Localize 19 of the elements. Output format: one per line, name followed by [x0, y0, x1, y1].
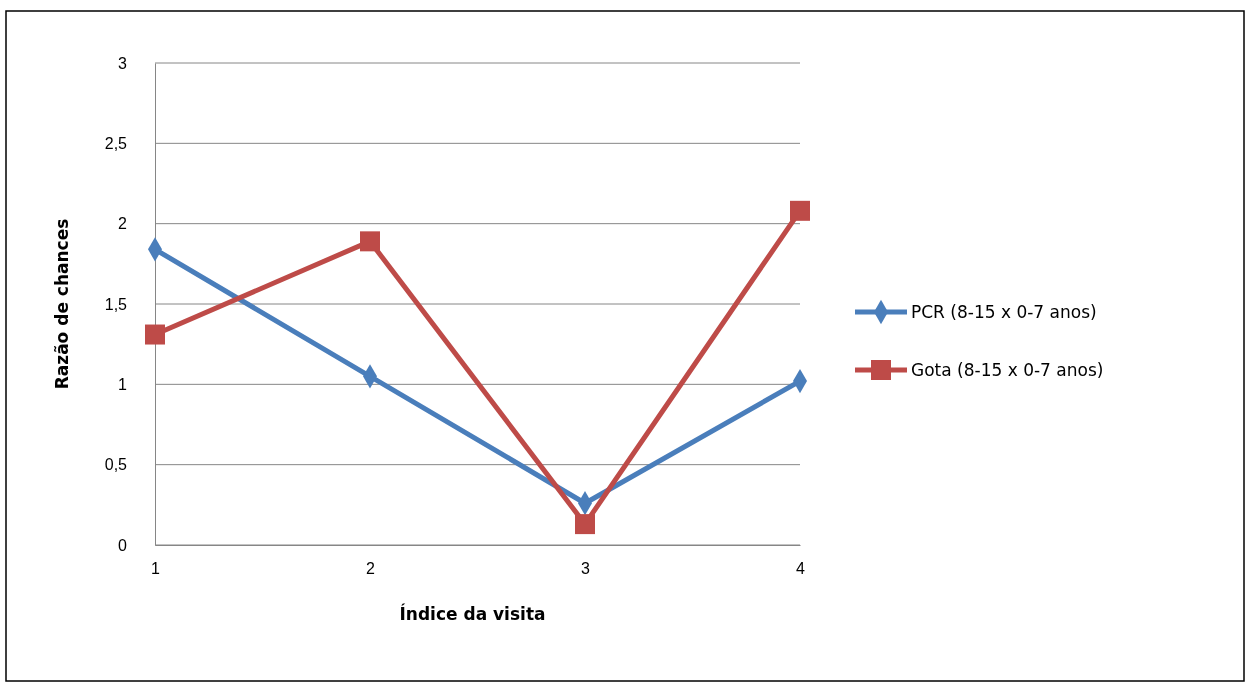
y-tick-label: 0,5 — [104, 456, 128, 474]
point — [145, 324, 165, 345]
y-tick-label: 2 — [118, 215, 128, 233]
point — [790, 200, 810, 221]
legend-label: PCR (8-15 x 0-7 anos) — [911, 302, 1097, 322]
x-axis-title: Índice da visita — [399, 603, 546, 624]
y-tick-label: 0 — [118, 536, 128, 554]
legend-label: Gota (8-15 x 0-7 anos) — [911, 360, 1104, 380]
y-tick-label: 3 — [118, 54, 128, 72]
y-tick-label: 1 — [118, 375, 128, 393]
x-tick-label: 2 — [366, 560, 376, 578]
x-tick-label: 3 — [581, 560, 591, 578]
point — [360, 231, 380, 252]
x-tick-label: 4 — [796, 560, 806, 578]
y-axis-title: Razão de chances — [52, 218, 72, 390]
point — [575, 514, 595, 535]
x-tick-label: 1 — [151, 560, 161, 578]
y-tick-label: 1,5 — [104, 295, 128, 313]
y-tick-label: 2,5 — [104, 134, 128, 152]
